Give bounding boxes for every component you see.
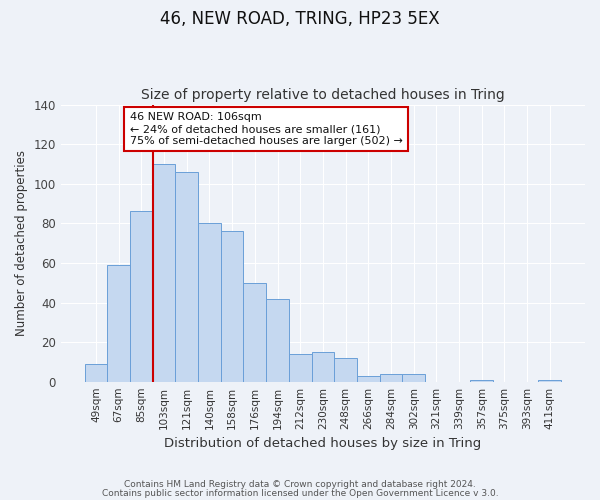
Bar [357,376,380,382]
Bar [380,374,403,382]
Bar [538,380,561,382]
Bar [107,265,130,382]
Text: 46 NEW ROAD: 106sqm
← 24% of detached houses are smaller (161)
75% of semi-detac: 46 NEW ROAD: 106sqm ← 24% of detached ho… [130,112,403,146]
Bar [244,282,266,382]
Bar [221,231,244,382]
Bar [289,354,311,382]
Bar [175,172,198,382]
Bar [85,364,107,382]
Bar [311,352,334,382]
Text: Contains public sector information licensed under the Open Government Licence v : Contains public sector information licen… [101,489,499,498]
Bar [152,164,175,382]
Bar [334,358,357,382]
Bar [198,224,221,382]
Text: Contains HM Land Registry data © Crown copyright and database right 2024.: Contains HM Land Registry data © Crown c… [124,480,476,489]
Text: 46, NEW ROAD, TRING, HP23 5EX: 46, NEW ROAD, TRING, HP23 5EX [160,10,440,28]
Bar [470,380,493,382]
Bar [403,374,425,382]
Y-axis label: Number of detached properties: Number of detached properties [15,150,28,336]
X-axis label: Distribution of detached houses by size in Tring: Distribution of detached houses by size … [164,437,482,450]
Bar [130,212,152,382]
Bar [266,298,289,382]
Title: Size of property relative to detached houses in Tring: Size of property relative to detached ho… [141,88,505,102]
